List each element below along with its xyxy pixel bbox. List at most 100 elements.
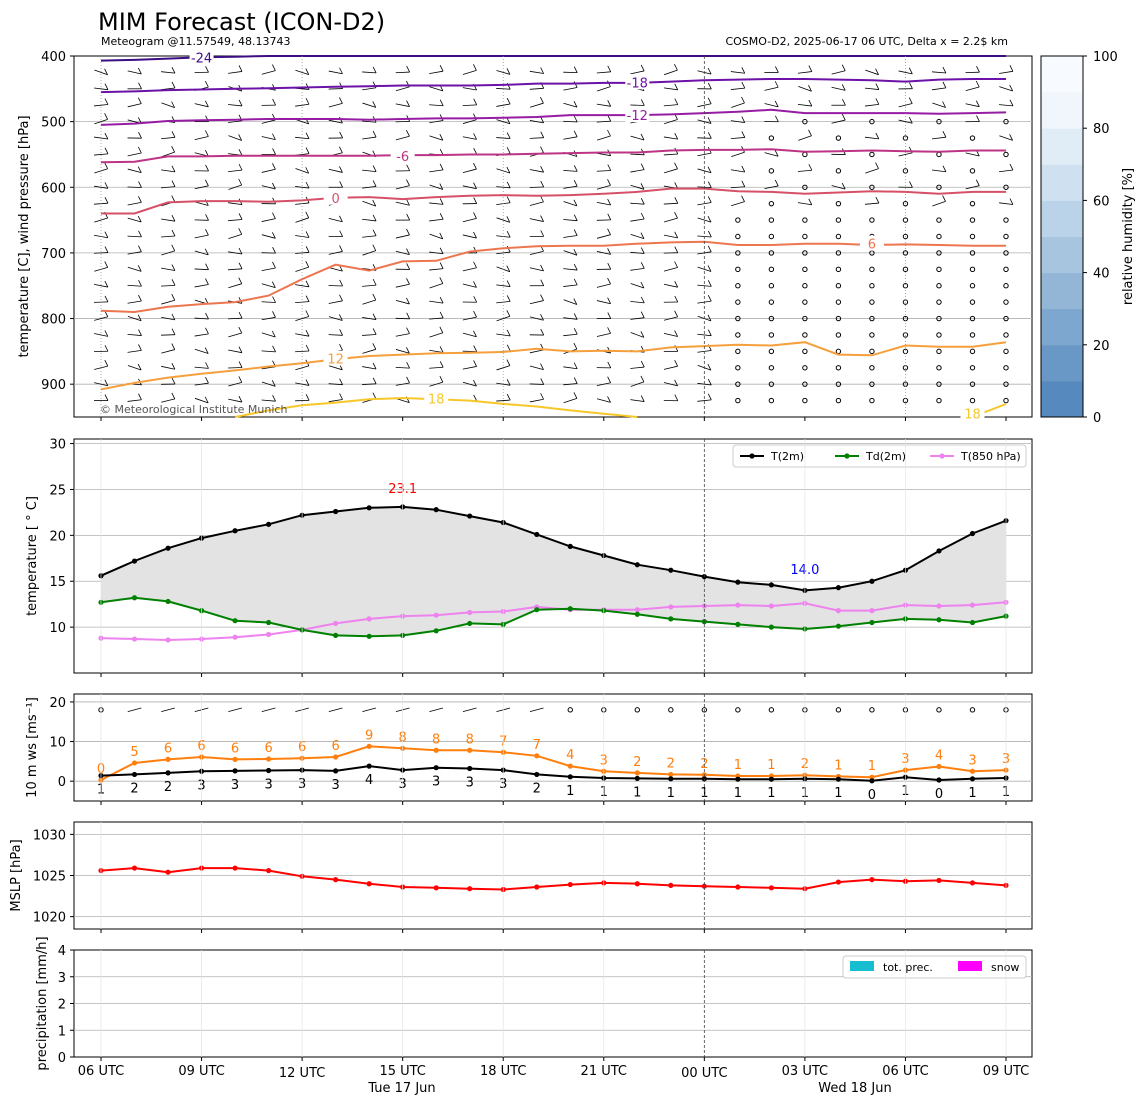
wind-calm-marker	[1004, 152, 1008, 156]
wind-barb	[273, 297, 276, 303]
wind-barb	[205, 279, 208, 285]
wind-barb	[139, 83, 142, 89]
mean-wind-value-label: 1	[968, 786, 976, 801]
wind-barb	[597, 170, 611, 171]
wind-barb	[340, 344, 343, 350]
wind-barb	[407, 362, 410, 368]
wind-calm-marker	[769, 234, 773, 238]
series-point	[367, 616, 372, 621]
wind-barb	[708, 98, 711, 104]
legend-swatch	[958, 961, 982, 971]
wind-calm-marker	[769, 201, 773, 205]
wind-barb	[574, 165, 577, 171]
series-point	[266, 522, 271, 527]
series-point	[165, 870, 170, 875]
legend-label: T(2m)	[770, 450, 804, 463]
series-point	[668, 616, 673, 621]
wind-barb	[306, 261, 309, 267]
wind-barb	[966, 104, 980, 107]
wind-barb	[630, 301, 644, 302]
wind-barb	[429, 269, 443, 270]
wind-calm-marker	[736, 234, 740, 238]
wind-calm-marker	[836, 201, 840, 205]
wind-calm-marker	[903, 333, 907, 337]
wind-barb	[932, 137, 946, 139]
wind-calm-marker	[736, 349, 740, 353]
y-tick-label: 500	[41, 116, 66, 131]
y-tick-label: 1030	[33, 828, 66, 843]
wind-barb	[563, 137, 577, 139]
copyright-text: © Meteorological Institute Munich	[100, 403, 287, 416]
wind-barb	[541, 181, 544, 187]
wind-barb	[440, 213, 443, 219]
series-point	[936, 548, 941, 553]
wind-barb	[563, 334, 577, 335]
series-point	[132, 865, 137, 870]
series-point	[367, 634, 372, 639]
wind-calm-marker	[803, 267, 807, 271]
series-point	[434, 765, 439, 770]
wind-calm-marker	[970, 234, 974, 238]
wind-barb	[396, 72, 410, 73]
wind-barb	[373, 328, 376, 334]
series-point	[836, 608, 841, 613]
wind-barb	[306, 133, 309, 139]
wind-barb	[172, 279, 175, 285]
wind-barb	[608, 214, 611, 220]
wind-barb	[407, 328, 410, 334]
wind-barb	[865, 169, 878, 174]
wind-barb	[239, 65, 242, 71]
wind-barb	[239, 362, 242, 368]
wind-barb	[507, 330, 510, 336]
series-point	[232, 528, 237, 533]
wind-barb	[775, 180, 778, 186]
wind-barb	[239, 376, 242, 382]
series-point	[266, 620, 271, 625]
series-point	[232, 757, 237, 762]
wind-calm-marker	[937, 152, 941, 156]
wind-barb	[507, 281, 510, 287]
wind-calm-marker	[769, 398, 773, 402]
wind-barb	[574, 180, 577, 186]
wind-barb	[306, 246, 309, 252]
y-axis-label: temperature [ ° C]	[25, 496, 40, 616]
x-tick-label: 12 UTC	[279, 1066, 325, 1081]
wind-barb	[865, 88, 879, 89]
wind-barb	[943, 131, 946, 137]
wind-barb	[340, 231, 343, 237]
date-label: Tue 17 Jun	[367, 1081, 435, 1096]
wind-calm-marker	[970, 300, 974, 304]
wind-calm-marker	[803, 300, 807, 304]
wind-barb	[675, 360, 678, 366]
series-point	[165, 757, 170, 762]
wind-barb	[138, 147, 141, 153]
wind-barb	[239, 100, 242, 106]
wind-barb	[138, 344, 141, 350]
wind-barb	[742, 166, 745, 172]
mean-wind-value-label: 3	[331, 778, 339, 793]
wind-barb	[161, 170, 175, 172]
wind-calm-marker	[903, 366, 907, 370]
colorbar-tick-label: 20	[1093, 339, 1110, 354]
wind-barb	[708, 231, 711, 237]
isotherm-line	[101, 79, 1006, 92]
wind-barb	[339, 97, 342, 103]
wind-barb	[373, 279, 376, 285]
wind-calm-marker	[836, 136, 840, 140]
wind-calm-marker	[769, 366, 773, 370]
series-point	[266, 868, 271, 873]
wind-calm-marker	[970, 333, 974, 337]
mean-wind-value-label: 0	[868, 788, 876, 803]
wind-barb	[172, 329, 175, 335]
isotherm-label: 18	[964, 408, 981, 423]
series-point	[434, 507, 439, 512]
wind-calm-marker	[803, 234, 807, 238]
wind-barb	[731, 72, 745, 74]
wind-barb	[966, 153, 980, 156]
wind-barb	[228, 269, 242, 270]
wind-barb	[798, 104, 812, 106]
wind-barb	[563, 170, 577, 171]
wind-barb	[362, 219, 376, 221]
wind-barb	[306, 296, 309, 302]
wind-barb	[574, 131, 577, 137]
